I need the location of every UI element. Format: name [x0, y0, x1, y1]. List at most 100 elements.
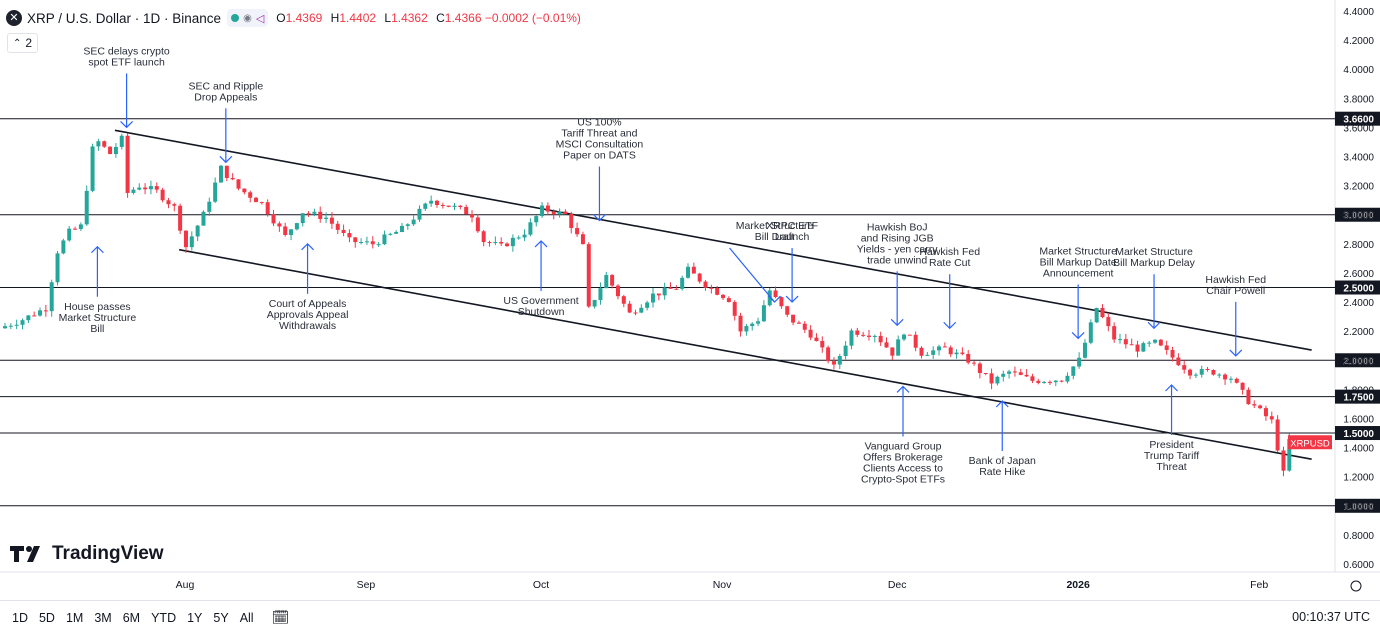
annotation-text: SEC and Ripple	[188, 80, 263, 92]
candle-body	[592, 300, 597, 307]
candle-body	[540, 205, 545, 217]
timeframe-5y[interactable]: 5Y	[213, 610, 229, 625]
symbol-title[interactable]: XRP / U.S. Dollar · 1D · Binance	[27, 10, 222, 26]
annotation-text: Bill	[90, 323, 104, 335]
timeframe-1y[interactable]: 1Y	[187, 610, 203, 625]
x-tick-label: Dec	[888, 579, 907, 591]
candle-body	[1170, 349, 1175, 358]
annotation-text: President	[1149, 439, 1193, 451]
candle-body	[942, 346, 947, 348]
candle	[84, 185, 89, 226]
candle	[627, 300, 632, 314]
level-price-label: 1.7500	[1335, 389, 1380, 404]
level-price-label: 2.0000	[1335, 353, 1380, 368]
market-status-pill[interactable]: ◉ ◁	[227, 9, 269, 27]
candle-body	[534, 216, 539, 223]
level-label-text: 1.5000	[1343, 429, 1374, 440]
candle-body	[1211, 369, 1216, 375]
timeframe-6m[interactable]: 6M	[122, 610, 141, 625]
candle-body	[1100, 308, 1105, 318]
arrow-down-icon	[219, 155, 233, 164]
candle-body	[108, 146, 113, 154]
candle	[1269, 411, 1274, 424]
candle	[937, 344, 942, 356]
candle	[1182, 360, 1187, 374]
candle-body	[831, 361, 836, 365]
candle-body	[1106, 317, 1111, 327]
candle	[656, 293, 661, 301]
candle-body	[335, 223, 340, 230]
candle	[977, 361, 982, 379]
candle-body	[750, 323, 755, 327]
candle-body	[580, 234, 585, 245]
candle	[300, 213, 305, 227]
candle-body	[621, 296, 626, 304]
y-tick-label: 2.6000	[1343, 269, 1374, 280]
candle-body	[1287, 439, 1292, 471]
candle	[773, 286, 778, 299]
candle	[645, 300, 650, 311]
candle	[925, 351, 930, 356]
candle	[440, 202, 445, 209]
candle-body	[849, 330, 854, 346]
calendar-range-icon[interactable]: 🗓	[271, 609, 290, 625]
indicators-toggle[interactable]: ⌃ 2	[7, 33, 39, 53]
candle	[540, 202, 545, 219]
timeframe-3m[interactable]: 3M	[94, 610, 112, 625]
annotation-text: Market Structure	[59, 312, 137, 324]
annotation-text: Bill Markup Delay	[1113, 257, 1195, 269]
candle	[1164, 340, 1169, 355]
candle	[866, 329, 871, 341]
candle-body	[791, 314, 796, 323]
candle-body	[312, 211, 317, 214]
candle	[902, 333, 907, 342]
candle	[218, 164, 223, 183]
annotation-text: Drop Appeals	[194, 91, 257, 103]
candle	[650, 287, 655, 308]
candle	[703, 280, 708, 291]
timeframe-1d[interactable]: 1D	[12, 610, 28, 625]
utc-clock[interactable]: 00:10:37 UTC	[1292, 610, 1370, 624]
annotation-text: Hawkish Fed	[1205, 274, 1266, 286]
level-label-text: 3.6600	[1343, 115, 1374, 126]
candle	[254, 196, 259, 203]
candle-body	[575, 228, 580, 235]
timeframe-ytd[interactable]: YTD	[151, 610, 177, 625]
candle-body	[1123, 339, 1128, 345]
x-tick-label: Aug	[176, 579, 195, 591]
candle	[3, 322, 7, 329]
candle	[1158, 338, 1163, 347]
candle-body	[423, 203, 428, 209]
timeframe-1m[interactable]: 1M	[65, 610, 84, 625]
candle	[610, 274, 615, 289]
candle	[919, 346, 924, 359]
timeframe-5d[interactable]: 5D	[38, 610, 55, 625]
annotation-text: Paper on DATS	[563, 150, 636, 162]
candle	[931, 346, 936, 359]
candle	[388, 232, 393, 236]
timeframe-all[interactable]: All	[239, 610, 254, 625]
candle	[1001, 370, 1006, 382]
candle-body	[137, 187, 142, 190]
candle-body	[464, 206, 469, 215]
candle-body	[265, 202, 270, 215]
candle	[1047, 380, 1052, 386]
candle	[125, 133, 130, 198]
candle-body	[1188, 369, 1193, 376]
candle-body	[557, 211, 562, 215]
candle	[586, 242, 591, 308]
candle	[429, 195, 434, 207]
candle	[1246, 387, 1251, 405]
candle-body	[277, 223, 282, 227]
candle	[1240, 382, 1245, 395]
candle-body	[452, 205, 457, 207]
candle-body	[1258, 405, 1263, 409]
candle	[960, 347, 965, 356]
y-tick-label: 2.2000	[1343, 327, 1374, 338]
candle-body	[224, 165, 229, 179]
candle-body	[102, 141, 107, 147]
candle	[329, 212, 334, 229]
